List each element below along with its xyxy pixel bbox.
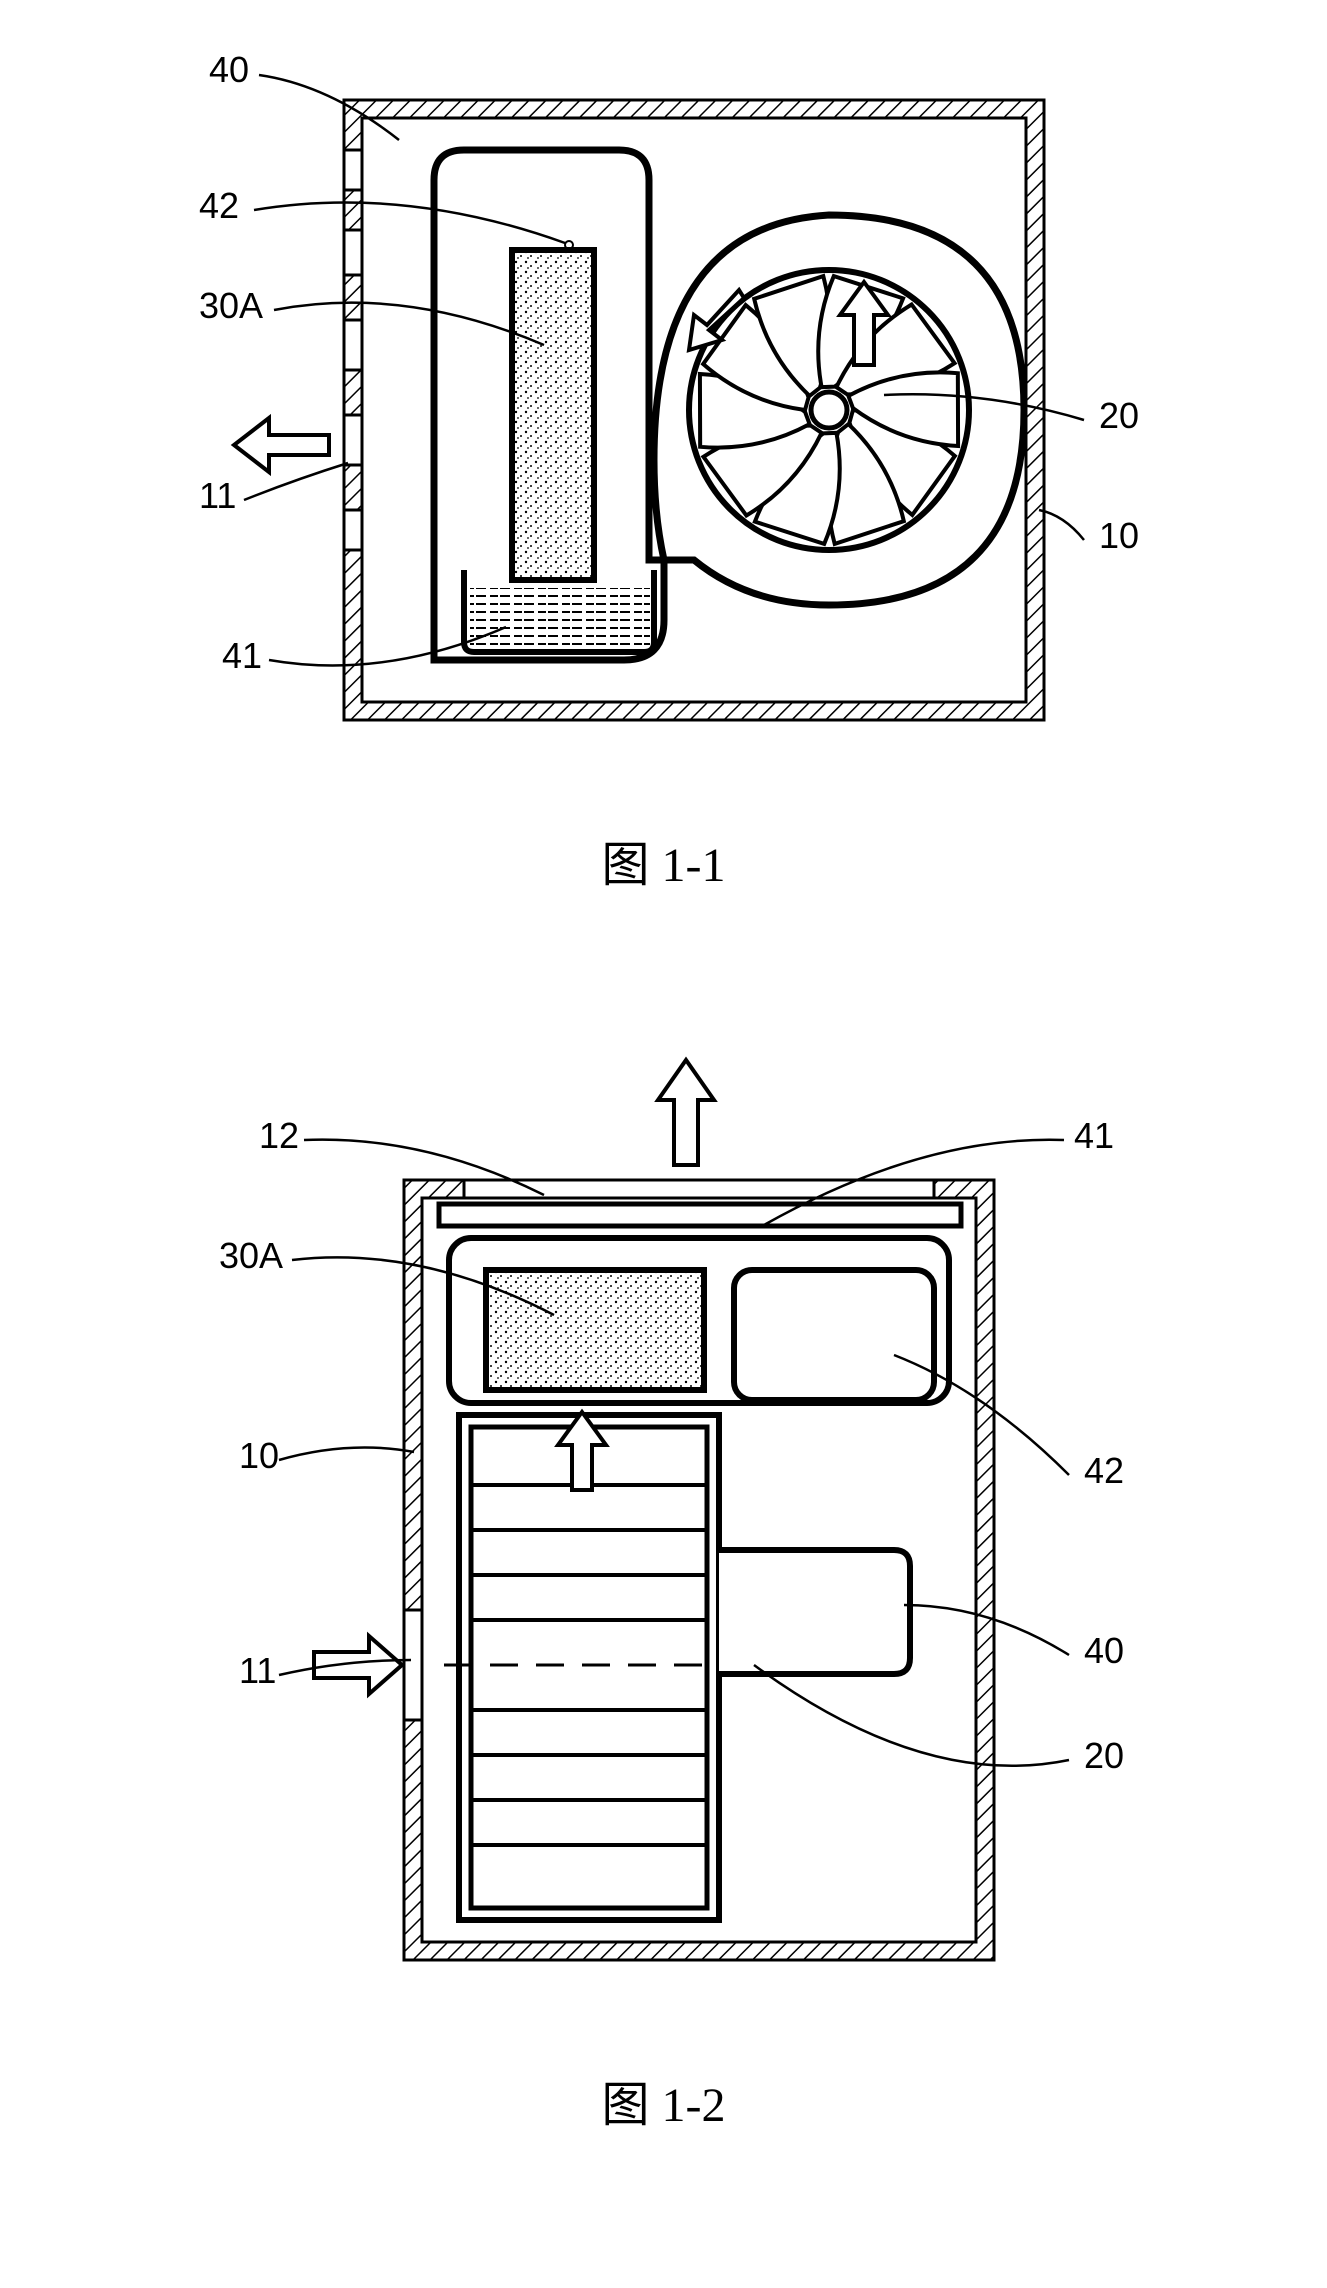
tank-42 (734, 1270, 934, 1400)
label-40: 40 (1084, 1630, 1124, 1671)
caption-1-1: 图 1-1 (164, 825, 1164, 895)
label-20: 20 (1084, 1735, 1124, 1776)
label-42: 42 (1084, 1450, 1124, 1491)
label-11: 11 (239, 1650, 276, 1691)
label-40: 40 (209, 49, 249, 90)
top-plate (439, 1204, 961, 1226)
figure-1-2: 12 30A 10 11 41 42 40 20 图 1-2 (164, 1020, 1164, 2135)
label-41: 41 (1074, 1115, 1114, 1156)
arrow-out-icon (234, 418, 329, 472)
figure-1-1-svg: 40 42 30A 11 41 20 10 (164, 40, 1164, 800)
label-11: 11 (199, 475, 236, 516)
label-10: 10 (1099, 515, 1139, 556)
label-30a: 30A (219, 1235, 283, 1276)
filter-30a (512, 250, 594, 580)
label-10: 10 (239, 1435, 279, 1476)
box-40 (719, 1550, 910, 1674)
vent-left (404, 1610, 422, 1720)
figure-1-2-svg: 12 30A 10 11 41 42 40 20 (164, 1020, 1164, 2040)
figure-1-1: 40 42 30A 11 41 20 10 图 1-1 (164, 40, 1164, 895)
label-30a: 30A (199, 285, 263, 326)
label-20: 20 (1099, 395, 1139, 436)
filter-30a (486, 1270, 704, 1390)
label-42: 42 (199, 185, 239, 226)
page: 40 42 30A 11 41 20 10 图 1-1 (0, 0, 1327, 2288)
label-12: 12 (259, 1115, 299, 1156)
caption-1-2: 图 1-2 (164, 2065, 1164, 2135)
label-41: 41 (222, 635, 262, 676)
arrow-top-icon (658, 1060, 714, 1165)
